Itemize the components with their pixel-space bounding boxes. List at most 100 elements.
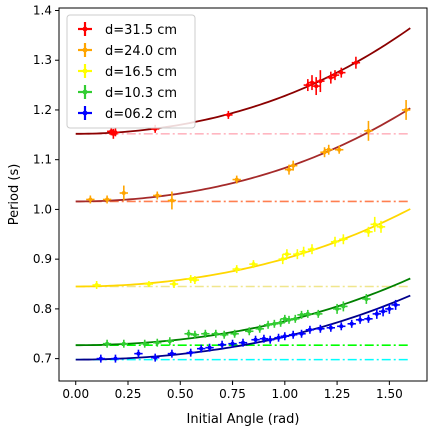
legend-label: d=24.0 cm xyxy=(105,44,177,59)
data-point xyxy=(232,265,241,274)
data-point xyxy=(190,276,200,285)
data-point xyxy=(167,191,177,210)
legend-box xyxy=(66,14,196,129)
plot-frame xyxy=(58,7,428,382)
data-point xyxy=(370,216,379,232)
x-axis-label: Initial Angle (rad) xyxy=(187,412,300,427)
data-point xyxy=(190,330,200,339)
data-point xyxy=(339,234,348,245)
x-tick-label: 1.50 xyxy=(376,387,403,401)
data-point xyxy=(92,281,101,289)
legend: d=31.5 cm d=24.0 cm d=16.5 cm d=10.3 cm d=06… xyxy=(66,14,196,129)
x-tick-label: 1.00 xyxy=(271,387,298,401)
data-point xyxy=(378,306,388,317)
data-point xyxy=(297,310,306,319)
x-axis-ticks: 0.00 0.25 0.50 0.75 1.00 1.25 1.50 xyxy=(62,381,403,401)
data-point xyxy=(330,70,340,81)
legend-label: d=10.3 cm xyxy=(105,86,177,101)
data-point xyxy=(307,75,317,91)
data-point xyxy=(186,348,195,357)
legend-item: d=16.5 cm xyxy=(78,64,177,80)
data-point xyxy=(335,145,344,154)
y-tick-label: 1.3 xyxy=(33,53,52,67)
data-point xyxy=(165,337,174,346)
data-point xyxy=(266,335,275,344)
data-point xyxy=(211,329,220,338)
data-point xyxy=(96,354,105,363)
data-point xyxy=(184,329,193,338)
x-tick-label: 1.25 xyxy=(324,387,351,401)
data-point xyxy=(355,315,365,324)
data-point xyxy=(293,249,302,260)
data-point xyxy=(376,220,386,233)
data-point xyxy=(276,318,285,327)
data-point xyxy=(102,339,112,348)
data-point xyxy=(201,329,210,338)
data-point xyxy=(111,354,120,363)
data-point xyxy=(339,301,348,312)
legend-item: d=31.5 cm xyxy=(78,22,177,38)
data-point xyxy=(289,160,298,171)
data-point xyxy=(330,236,340,247)
data-point xyxy=(230,329,239,338)
data-point xyxy=(197,344,206,353)
data-point xyxy=(307,244,317,255)
data-point xyxy=(291,314,300,323)
fit-curve xyxy=(75,277,411,347)
data-point xyxy=(249,260,258,269)
legend-label: d=16.5 cm xyxy=(105,65,177,80)
fit-curve xyxy=(75,208,411,288)
data-point xyxy=(140,339,149,348)
data-point xyxy=(320,147,329,158)
data-point xyxy=(326,323,335,332)
data-point xyxy=(153,338,162,347)
data-point xyxy=(385,303,394,314)
legend-item: d=10.3 cm xyxy=(78,85,177,101)
data-point xyxy=(255,324,264,333)
data-point xyxy=(364,226,373,237)
data-point xyxy=(270,319,279,328)
data-point xyxy=(362,293,371,304)
fit-curve xyxy=(75,107,411,203)
legend-item: d=06.2 cm xyxy=(78,106,177,122)
data-points xyxy=(86,56,411,363)
data-point xyxy=(151,353,160,362)
data-point xyxy=(391,299,400,310)
y-tick-label: 1.0 xyxy=(33,202,52,216)
data-point xyxy=(238,338,248,347)
y-tick-label: 0.9 xyxy=(33,252,52,266)
data-point xyxy=(289,330,298,339)
data-point xyxy=(245,327,254,336)
data-point xyxy=(274,333,283,342)
data-point xyxy=(316,324,325,333)
data-point xyxy=(303,309,312,318)
y-axis-label: Period (s) xyxy=(7,164,22,226)
data-point xyxy=(351,56,361,69)
x-tick-label: 0.75 xyxy=(219,387,246,401)
legend-label: d=06.2 cm xyxy=(105,107,177,122)
data-point xyxy=(169,280,179,288)
baseline-lines xyxy=(75,133,411,361)
y-tick-label: 0.8 xyxy=(33,302,52,316)
data-point xyxy=(312,77,321,96)
data-point xyxy=(263,320,273,329)
data-point xyxy=(102,195,112,204)
data-point xyxy=(364,314,373,323)
data-point xyxy=(364,120,373,141)
legend-item: d=24.0 cm xyxy=(78,43,177,59)
data-point xyxy=(259,334,269,343)
data-point xyxy=(332,303,342,314)
y-tick-label: 1.2 xyxy=(33,103,52,117)
y-axis-ticks: 0.7 0.8 0.9 1.0 1.1 1.2 1.3 1.4 xyxy=(33,3,59,366)
data-point xyxy=(153,191,162,200)
y-tick-label: 0.7 xyxy=(33,352,52,366)
data-point xyxy=(167,349,177,358)
data-point xyxy=(251,335,260,344)
y-tick-label: 1.4 xyxy=(33,3,52,17)
data-point xyxy=(119,339,128,348)
data-point xyxy=(278,254,287,265)
data-point xyxy=(111,128,120,137)
data-point xyxy=(316,70,325,93)
data-point xyxy=(347,319,356,328)
